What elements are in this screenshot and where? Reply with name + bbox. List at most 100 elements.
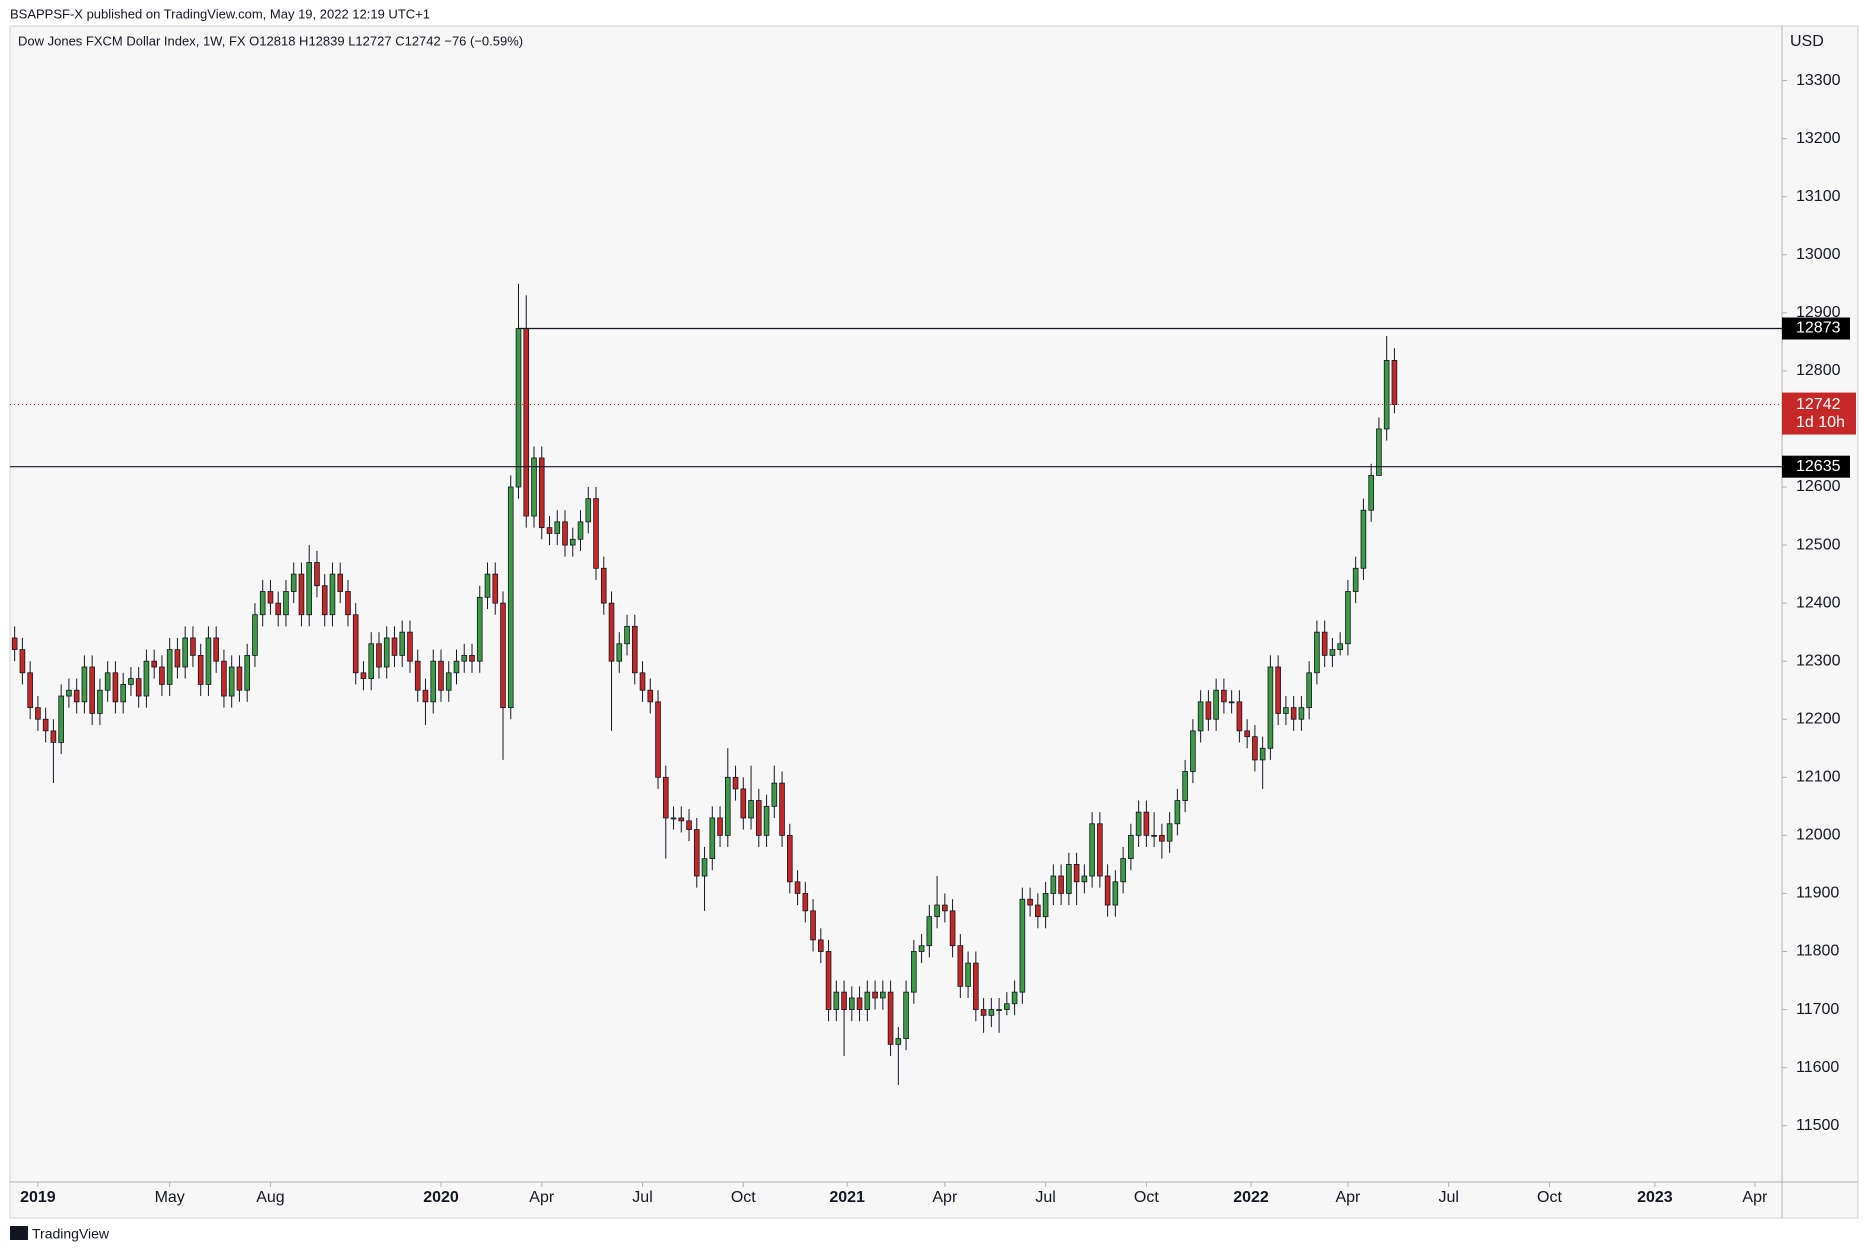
candle-body [314,562,320,587]
x-tick-label: Oct [731,1189,756,1206]
candle-body [600,567,607,604]
candle-body [197,654,204,685]
candle-body [205,637,212,685]
candle-body [11,637,18,650]
candle-body [841,991,847,1010]
candle-body [19,649,26,674]
candle-body [957,945,964,987]
candle-body [1329,649,1336,656]
y-tick-label: 13300 [1796,72,1841,89]
candle-body [794,881,801,894]
candle-body [1244,730,1250,738]
candle-body [35,707,41,720]
y-tick-label: 12400 [1796,594,1841,611]
candle-body [942,904,948,912]
candle-body [422,689,429,703]
candle-body [104,672,111,691]
candle-body [159,666,165,685]
candle-body [1004,1003,1010,1010]
candle-body [662,776,669,819]
candle-body [1182,771,1188,801]
candle-body [1190,730,1196,772]
candle-body [973,962,979,1010]
candle-body [1151,834,1157,837]
candle-body [244,654,250,691]
candle-body [949,910,956,947]
candle-body [414,660,421,691]
footer: TradingView [32,1226,110,1242]
y-tick-label: 11500 [1796,1117,1839,1134]
candle-body [825,951,832,1010]
y-tick-label: 11700 [1796,1001,1839,1018]
candle-body [507,486,514,709]
x-tick-label: Apr [1335,1189,1361,1206]
candle-body [97,689,103,714]
candle-body [306,562,313,616]
candle-body [252,614,258,656]
candle-body [701,858,708,877]
x-tick-label: Apr [932,1189,958,1206]
level-tag [1782,455,1850,478]
candle-body [1197,701,1204,732]
candle-body [1221,689,1227,703]
candle-body [321,585,328,616]
candle-body [771,782,778,807]
candle-body [1097,823,1103,877]
candle-body [1128,834,1134,859]
x-tick-label: Oct [1537,1189,1562,1206]
countdown-label: 1d 10h [1796,414,1845,431]
candle-body [918,945,925,952]
candle-body [655,701,661,778]
y-tick-label: 12500 [1796,536,1841,553]
candle-body [1205,701,1212,720]
x-tick-label: Apr [529,1189,555,1206]
x-tick-label: 2019 [20,1189,56,1206]
x-tick-label: 2023 [1637,1189,1673,1206]
candle-body [810,910,816,941]
candle-body [58,695,64,743]
candle-body [872,991,878,999]
candle-body [1298,707,1305,720]
candle-body [1352,567,1359,592]
candle-body [740,788,747,819]
candle-body [1159,834,1165,842]
candle-body [1360,509,1367,569]
candle-body [748,800,754,819]
candle-body [1228,701,1235,704]
y-tick-label: 12100 [1796,769,1841,786]
candle-body [438,660,444,691]
candle-body [1174,800,1181,825]
candle-body [833,991,840,1010]
candle-body [1376,428,1382,476]
candle-body [399,631,406,656]
candle-body [1104,875,1111,906]
candle-body [1391,360,1398,405]
candle-body [895,1038,902,1045]
candle-body [988,1009,995,1016]
candle-body [1337,643,1343,650]
candle-body [686,820,692,830]
candle-body [290,573,297,592]
candle-body [166,649,173,685]
candle-body [461,654,468,662]
candle-body [934,904,940,918]
x-tick-label: Oct [1134,1189,1159,1206]
candle-body [476,596,483,662]
candle-body [562,521,568,546]
candle-body [174,649,181,668]
level-label: 12635 [1796,458,1841,475]
x-tick-label: 2020 [423,1189,459,1206]
x-tick-label: Jul [632,1189,652,1206]
candle-body [554,521,561,534]
candle-body [538,457,545,529]
candle-body [1081,875,1088,883]
candle-body [787,834,793,883]
candle-body [577,521,584,540]
candle-body [1259,747,1266,761]
candle-body [818,939,824,952]
x-tick-label: 2021 [829,1189,865,1206]
candle-body [1143,811,1150,836]
candle-body [27,672,33,709]
candle-body [709,817,716,859]
